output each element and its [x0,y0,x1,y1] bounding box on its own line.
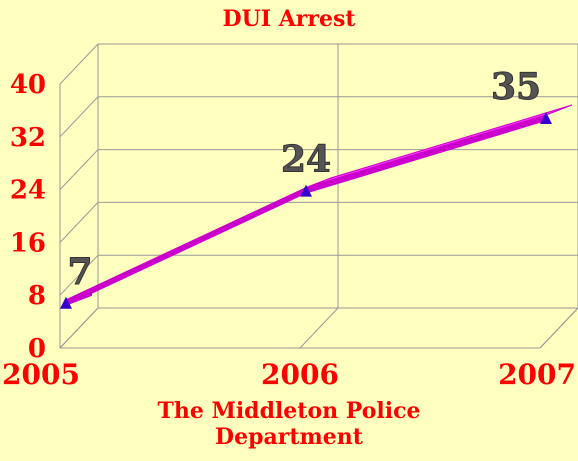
y-tick-label: 24 [10,176,46,206]
y-tick-label: 40 [10,70,46,100]
series-ribbon-top [305,104,573,189]
y-tick-labels: 0 8 16 24 32 40 [10,70,46,364]
floor-depth-line [539,307,578,349]
y-tick-label: 8 [28,281,46,311]
series [65,104,573,306]
data-label: 7 [67,251,92,293]
x-axis-label-line-2: Department [215,424,364,450]
y-gridline [59,254,578,296]
data-label: 24 [281,139,331,181]
chart-title: DUI Arrest [222,6,356,32]
grid [59,43,578,349]
y-tick-label: 32 [10,123,46,153]
floor-depth-line [299,307,339,349]
data-point-marker [540,112,552,124]
x-tick-label: 2006 [261,358,339,391]
floor-depth-line [59,307,99,349]
data-point-marker [300,184,312,197]
y-tick-label: 0 [28,334,46,364]
y-tick-label: 16 [10,228,46,258]
x-tick-labels: 2005 2006 2007 [2,358,576,391]
x-tick-label: 2005 [2,358,80,391]
y-gridline [59,201,578,243]
x-axis-label-line-1: The Middleton Police [157,398,420,424]
series-ribbon-side [66,187,306,306]
series-ribbon-end [66,289,92,306]
data-label: 35 [491,66,541,108]
x-tick-label: 2007 [498,358,576,391]
data-labels: 7 24 35 [67,66,542,294]
markers [60,112,552,309]
data-point-marker [60,296,72,309]
series-ribbon-side [306,115,546,194]
